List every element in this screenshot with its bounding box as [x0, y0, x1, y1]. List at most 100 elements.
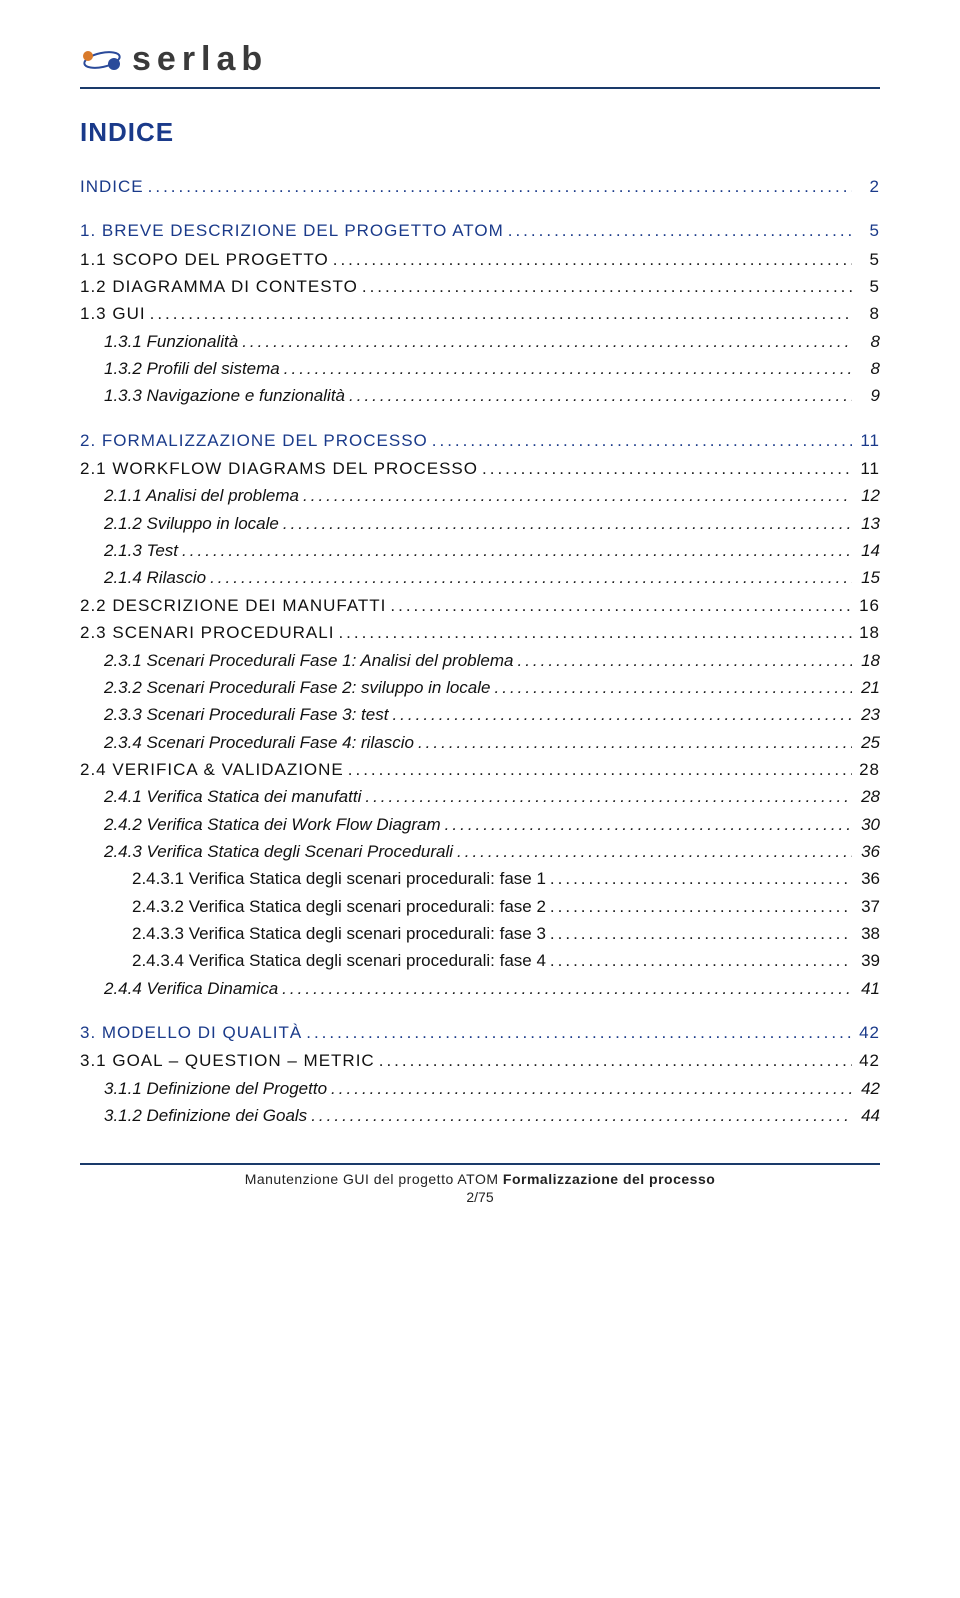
toc-entry[interactable]: 3.1 GOAL – QUESTION – METRIC 42: [80, 1048, 880, 1074]
toc-entry[interactable]: 1.3 GUI 8: [80, 301, 880, 327]
toc-leader-dots: [279, 511, 852, 537]
toc-leader-dots: [491, 675, 853, 701]
toc-entry[interactable]: 3.1.2 Definizione dei Goals44: [80, 1103, 880, 1129]
toc-entry-label: 1.3.3 Navigazione e funzionalità: [104, 383, 345, 409]
toc-leader-dots: [144, 174, 852, 200]
toc-entry-page: 36: [852, 839, 880, 865]
toc-entry[interactable]: 2.2 DESCRIZIONE DEI MANUFATTI16: [80, 593, 880, 619]
toc-entry-label: 2.1.3 Test: [104, 538, 178, 564]
toc-entry-label: 2.1.1 Analisi del problema: [104, 483, 299, 509]
toc-entry-label: 2.2 DESCRIZIONE DEI MANUFATTI: [80, 593, 386, 619]
toc-entry[interactable]: 2.4.1 Verifica Statica dei manufatti28: [80, 784, 880, 810]
footer-plain: Manutenzione GUI del progetto ATOM: [245, 1171, 503, 1187]
toc-entry-page: 41: [852, 976, 880, 1002]
toc-entry[interactable]: 2.4 VERIFICA & VALIDAZIONE28: [80, 757, 880, 783]
toc-entry-page: 23: [852, 702, 880, 728]
toc-entry-label: 3. MODELLO DI QUALITÀ: [80, 1020, 302, 1046]
toc-entry-label: 1. BREVE DESCRIZIONE DEL PROGETTO ATOM: [80, 218, 504, 244]
toc-entry[interactable]: 1.1 SCOPO DEL PROGETTO5: [80, 247, 880, 273]
toc-entry-page: 5: [852, 274, 880, 300]
toc-leader-dots: [146, 301, 852, 327]
page-footer: Manutenzione GUI del progetto ATOM Forma…: [80, 1163, 880, 1205]
toc-entry-label: 2. FORMALIZZAZIONE DEL PROCESSO: [80, 428, 428, 454]
toc-entry-label: 2.4.3.2 Verifica Statica degli scenari p…: [132, 894, 546, 920]
toc-entry[interactable]: 2.3.3 Scenari Procedurali Fase 3: test 23: [80, 702, 880, 728]
toc-entry[interactable]: 2.1.2 Sviluppo in locale13: [80, 511, 880, 537]
toc-entry-label: 2.4.2 Verifica Statica dei Work Flow Dia…: [104, 812, 441, 838]
toc-entry[interactable]: 1. BREVE DESCRIZIONE DEL PROGETTO ATOM 5: [80, 218, 880, 244]
toc-leader-dots: [329, 247, 852, 273]
toc-entry-page: 13: [852, 511, 880, 537]
toc-entry-label: 2.4.3 Verifica Statica degli Scenari Pro…: [104, 839, 453, 865]
toc-entry[interactable]: 1.3.1 Funzionalità8: [80, 329, 880, 355]
toc-leader-dots: [546, 866, 852, 892]
toc-entry[interactable]: 1.3.3 Navigazione e funzionalità 9: [80, 383, 880, 409]
toc-entry[interactable]: 2.3.1 Scenari Procedurali Fase 1: Analis…: [80, 648, 880, 674]
toc-entry-page: 39: [852, 948, 880, 974]
toc-entry[interactable]: 2.4.3.2 Verifica Statica degli scenari p…: [80, 894, 880, 920]
toc-entry[interactable]: 2.3.4 Scenari Procedurali Fase 4: rilasc…: [80, 730, 880, 756]
toc-entry[interactable]: 2.3 SCENARI PROCEDURALI 18: [80, 620, 880, 646]
toc-entry[interactable]: 2.4.4 Verifica Dinamica41: [80, 976, 880, 1002]
toc-entry-label: INDICE: [80, 174, 144, 200]
toc-entry-page: 8: [852, 301, 880, 327]
toc-leader-dots: [546, 921, 852, 947]
toc-leader-dots: [453, 839, 852, 865]
toc-leader-dots: [334, 620, 852, 646]
page-title: INDICE: [80, 117, 880, 148]
toc-leader-dots: [414, 730, 852, 756]
toc-leader-dots: [302, 1020, 852, 1046]
toc-entry-label: 2.1.4 Rilascio: [104, 565, 206, 591]
toc-entry-page: 8: [852, 356, 880, 382]
brand-logo-icon: [80, 44, 124, 76]
toc-leader-dots: [361, 784, 852, 810]
toc-entry-page: 42: [852, 1048, 880, 1074]
toc-entry[interactable]: 2.4.3.1 Verifica Statica degli scenari p…: [80, 866, 880, 892]
toc-entry[interactable]: 2.1.1 Analisi del problema12: [80, 483, 880, 509]
toc-entry-page: 42: [852, 1020, 880, 1046]
toc-entry-label: 2.4.3.1 Verifica Statica degli scenari p…: [132, 866, 546, 892]
toc-entry[interactable]: 2.1.4 Rilascio15: [80, 565, 880, 591]
toc-leader-dots: [280, 356, 852, 382]
footer-doc-title: Manutenzione GUI del progetto ATOM Forma…: [80, 1171, 880, 1187]
table-of-contents: INDICE 2 1. BREVE DESCRIZIONE DEL PROGETTO…: [80, 174, 880, 1129]
toc-entry[interactable]: 2. FORMALIZZAZIONE DEL PROCESSO 11: [80, 428, 880, 454]
toc-entry-label: 1.3 GUI: [80, 301, 146, 327]
toc-leader-dots: [386, 593, 852, 619]
toc-entry[interactable]: 2.4.2 Verifica Statica dei Work Flow Dia…: [80, 812, 880, 838]
toc-leader-dots: [513, 648, 852, 674]
toc-entry[interactable]: 2.4.3.3 Verifica Statica degli scenari p…: [80, 921, 880, 947]
toc-entry-label: 3.1 GOAL – QUESTION – METRIC: [80, 1048, 375, 1074]
toc-entry[interactable]: 3. MODELLO DI QUALITÀ 42: [80, 1020, 880, 1046]
toc-entry-page: 37: [852, 894, 880, 920]
toc-entry-label: 1.3.1 Funzionalità: [104, 329, 238, 355]
toc-entry-label: 3.1.1 Definizione del Progetto: [104, 1076, 327, 1102]
toc-entry-page: 42: [852, 1076, 880, 1102]
toc-entry[interactable]: 2.4.3.4 Verifica Statica degli scenari p…: [80, 948, 880, 974]
toc-entry[interactable]: 3.1.1 Definizione del Progetto 42: [80, 1076, 880, 1102]
toc-entry[interactable]: 2.1 WORKFLOW DIAGRAMS DEL PROCESSO11: [80, 456, 880, 482]
toc-entry[interactable]: 2.3.2 Scenari Procedurali Fase 2: svilup…: [80, 675, 880, 701]
toc-entry-label: 2.3.3 Scenari Procedurali Fase 3: test: [104, 702, 388, 728]
toc-entry[interactable]: 2.1.3 Test14: [80, 538, 880, 564]
toc-entry-page: 18: [852, 620, 880, 646]
toc-entry-page: 9: [852, 383, 880, 409]
toc-entry-label: 2.4 VERIFICA & VALIDAZIONE: [80, 757, 344, 783]
document-page: serlab INDICE INDICE 2 1. BREVE DESCRIZION…: [0, 0, 960, 1235]
toc-entry-label: 2.3 SCENARI PROCEDURALI: [80, 620, 334, 646]
toc-entry-page: 5: [852, 218, 880, 244]
toc-leader-dots: [327, 1076, 852, 1102]
toc-entry-page: 2: [852, 174, 880, 200]
toc-entry[interactable]: INDICE 2: [80, 174, 880, 200]
toc-entry[interactable]: 1.3.2 Profili del sistema8: [80, 356, 880, 382]
toc-entry-label: 2.4.3.3 Verifica Statica degli scenari p…: [132, 921, 546, 947]
toc-entry[interactable]: 2.4.3 Verifica Statica degli Scenari Pro…: [80, 839, 880, 865]
toc-entry-page: 11: [852, 428, 880, 454]
toc-entry-page: 5: [852, 247, 880, 273]
toc-entry[interactable]: 1.2 DIAGRAMMA DI CONTESTO5: [80, 274, 880, 300]
toc-entry-label: 2.4.3.4 Verifica Statica degli scenari p…: [132, 948, 546, 974]
toc-leader-dots: [299, 483, 852, 509]
toc-entry-label: 2.3.1 Scenari Procedurali Fase 1: Analis…: [104, 648, 513, 674]
toc-entry-page: 18: [852, 648, 880, 674]
brand-name: serlab: [132, 40, 268, 79]
